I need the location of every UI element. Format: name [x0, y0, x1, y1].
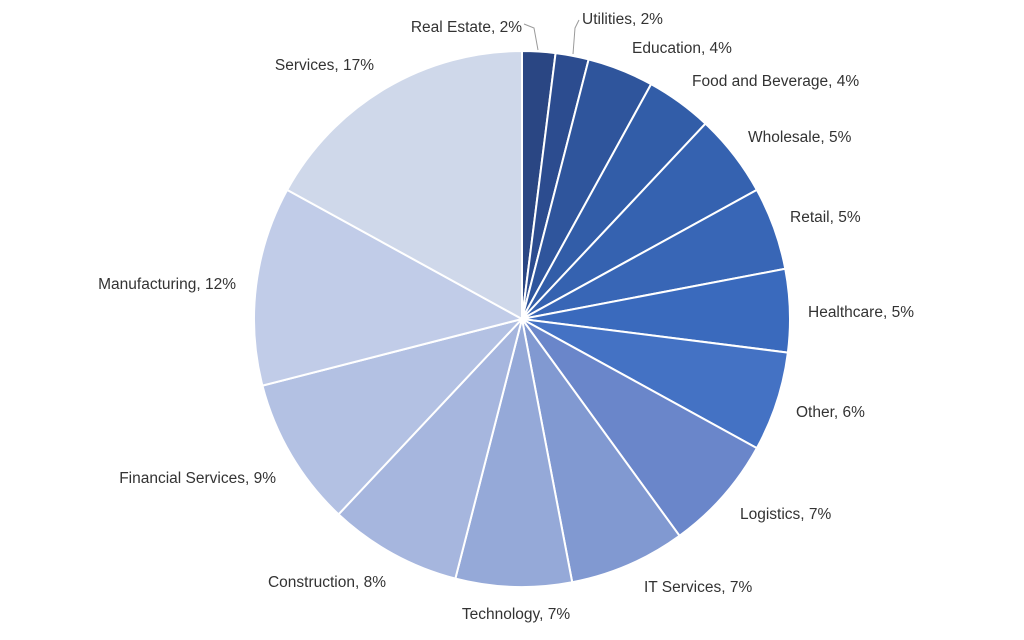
pie-label-services: Services, 17% — [275, 57, 374, 74]
pie-label-manufacturing: Manufacturing, 12% — [98, 276, 236, 293]
pie-label-food-and-beverage: Food and Beverage, 4% — [692, 73, 859, 90]
pie-label-wholesale: Wholesale, 5% — [748, 129, 852, 146]
pie-label-technology: Technology, 7% — [462, 606, 570, 623]
pie-label-other: Other, 6% — [796, 404, 865, 421]
leader-line-utilities — [572, 19, 580, 55]
pie-slices — [253, 49, 791, 588]
pie-slice-construction — [337, 318, 523, 580]
pie-label-retail: Retail, 5% — [790, 209, 861, 226]
pie-slice-financial-services — [261, 317, 526, 516]
pie-slice-it-services — [521, 318, 681, 584]
leader-line-real-estate — [523, 23, 539, 51]
pie-label-education: Education, 4% — [632, 40, 732, 57]
pie-labels: Real Estate, 2% Utilities, 2% Education, 4… — [98, 11, 914, 623]
pie-slice-technology — [454, 318, 574, 588]
pie-slice-manufacturing — [253, 188, 525, 387]
pie-slice-services — [285, 49, 523, 321]
pie-leader-lines — [523, 19, 580, 55]
pie-label-it-services: IT Services, 7% — [644, 579, 752, 596]
pie-label-real-estate: Real Estate, 2% — [411, 19, 522, 36]
pie-slice-logistics — [521, 318, 759, 538]
pie-label-healthcare: Healthcare, 5% — [808, 304, 914, 321]
pie-label-logistics: Logistics, 7% — [740, 506, 832, 523]
pie-label-construction: Construction, 8% — [268, 574, 386, 591]
pie-label-financial-services: Financial Services, 9% — [119, 470, 276, 487]
pie-label-utilities: Utilities, 2% — [582, 11, 663, 28]
